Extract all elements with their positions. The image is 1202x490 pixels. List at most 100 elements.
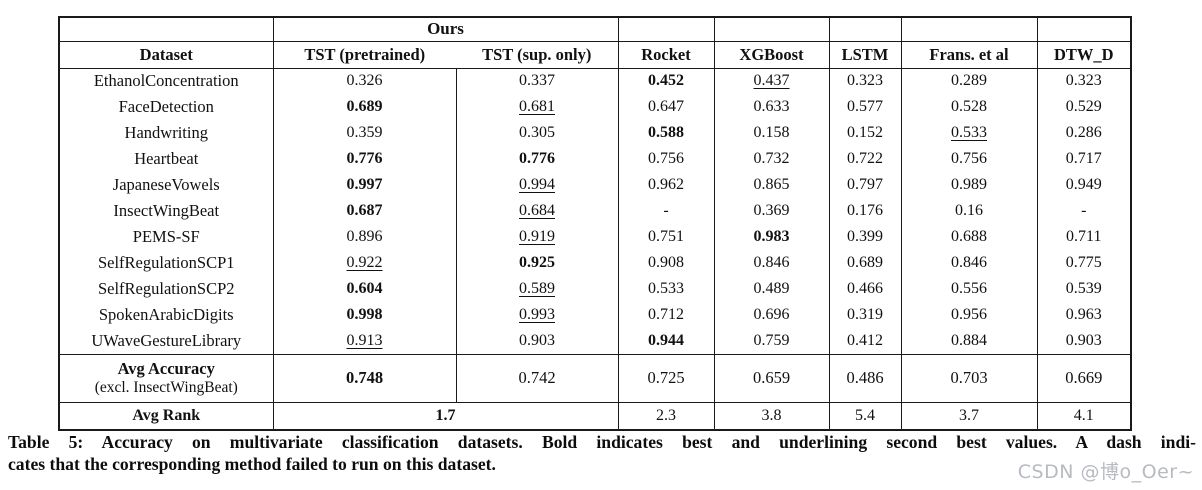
value-cell: 0.963	[1036, 302, 1132, 328]
value-cell: 0.684	[455, 198, 619, 224]
value-text: 0.949	[1065, 176, 1102, 193]
value-cell: 0.717	[1036, 146, 1132, 172]
value-text: 0.326	[346, 72, 383, 90]
value-cell: 4.1	[1036, 402, 1132, 430]
value-text: 0.533	[951, 124, 987, 141]
value-cell: 0.756	[617, 146, 715, 172]
value-cell: 0.176	[828, 198, 902, 224]
value-cell: 5.4	[828, 402, 902, 430]
value-cell: 0.688	[900, 224, 1038, 250]
value-text: 0.748	[345, 368, 384, 387]
value-cell: 0.604	[272, 276, 457, 302]
value-text: 0.776	[519, 150, 555, 167]
value-cell: 0.533	[617, 276, 715, 302]
value-text: 0.994	[519, 176, 555, 193]
value-cell: 0.908	[617, 250, 715, 276]
value-text: 0.703	[950, 368, 988, 387]
value-cell: 0.577	[828, 94, 902, 120]
column-header-tst-sup-only: TST (sup. only)	[456, 41, 619, 69]
value-cell: 0.742	[455, 353, 619, 403]
value-cell: 0.776	[272, 146, 457, 172]
ours-group-header: Ours	[272, 17, 619, 42]
value-cell: 0.997	[272, 172, 457, 198]
avg-accuracy-label-line1: Avg Accuracy	[117, 359, 215, 378]
value-text: 0.158	[753, 124, 790, 141]
value-text: 0.919	[519, 228, 555, 245]
value-text: 0.323	[1065, 72, 1102, 90]
value-text: 0.846	[951, 254, 987, 271]
value-cell: 0.759	[713, 328, 830, 354]
csdn-watermark: CSDN @博o_Oer~	[1017, 461, 1194, 483]
table-row: InsectWingBeat 0.687 0.684 - 0.369 0.176 0.16 -	[58, 198, 1132, 224]
value-cell: 0.486	[828, 353, 902, 403]
value-cell: 0.712	[617, 302, 715, 328]
value-text: 0.684	[519, 202, 555, 219]
value-cell: 0.669	[1036, 353, 1132, 403]
value-cell: 0.776	[455, 146, 619, 172]
value-text: 0.797	[847, 176, 883, 193]
value-text: 0.908	[648, 254, 684, 271]
value-text: 0.732	[753, 150, 790, 167]
value-text: 0.689	[346, 98, 383, 115]
value-cell: 0.956	[900, 302, 1038, 328]
value-cell: 0.326	[272, 68, 457, 94]
value-text: 0.399	[847, 228, 883, 245]
value-text: 0.687	[346, 202, 383, 219]
value-cell: 0.466	[828, 276, 902, 302]
table-row: UWaveGestureLibrary 0.913 0.903 0.944 0.759 0…	[58, 328, 1132, 354]
value-cell: 0.711	[1036, 224, 1132, 250]
value-text: 0.993	[519, 306, 555, 323]
value-text: 0.775	[1065, 254, 1102, 271]
value-cell: 0.797	[828, 172, 902, 198]
value-cell: 0.944	[617, 328, 715, 354]
value-text: 0.922	[346, 254, 383, 271]
column-header-row: Dataset TST (pretrained) TST (sup. only)…	[58, 41, 1132, 69]
value-cell: 0.399	[828, 224, 902, 250]
value-cell: 0.962	[617, 172, 715, 198]
value-text: 0.989	[951, 176, 987, 193]
value-text: 5.4	[855, 406, 875, 424]
table-row: Handwriting 0.359 0.305 0.588 0.158 0.152 0.53…	[58, 120, 1132, 146]
value-text: 0.925	[519, 254, 555, 271]
value-text: 0.884	[951, 331, 987, 349]
table-row: Heartbeat 0.776 0.776 0.756 0.732 0.722 0.756 0…	[58, 146, 1132, 172]
value-text: 0.289	[951, 72, 987, 90]
dataset-name: UWaveGestureLibrary	[58, 328, 274, 354]
value-text: 0.539	[1065, 280, 1102, 297]
table-header: Ours Dataset TST (pretrained) TST (sup. …	[58, 17, 1132, 69]
value-cell: 0.452	[617, 68, 715, 94]
value-cell: -	[617, 198, 715, 224]
value-text: 0.725	[647, 368, 685, 387]
value-cell: 0.913	[272, 328, 457, 354]
value-cell: 0.751	[617, 224, 715, 250]
value-cell: 0.633	[713, 94, 830, 120]
value-cell: 0.689	[828, 250, 902, 276]
value-cell: 0.289	[900, 68, 1038, 94]
value-cell: 0.152	[828, 120, 902, 146]
value-text: 0.998	[346, 306, 383, 323]
value-cell: 0.529	[1036, 94, 1132, 120]
value-cell: 0.412	[828, 328, 902, 354]
value-cell: 0.903	[455, 328, 619, 354]
value-cell: 0.983	[713, 224, 830, 250]
value-cell: 0.989	[900, 172, 1038, 198]
value-text: 0.756	[648, 150, 684, 167]
value-text: -	[663, 202, 669, 219]
value-cell: 0.369	[713, 198, 830, 224]
value-cell: 0.359	[272, 120, 457, 146]
value-text: 1.7	[435, 406, 456, 424]
value-cell: 0.846	[900, 250, 1038, 276]
avg-accuracy-row: Avg Accuracy (excl. InsectWingBeat) 0.748 0…	[58, 353, 1132, 403]
value-cell: 0.925	[455, 250, 619, 276]
value-cell: 0.319	[828, 302, 902, 328]
value-cell: 0.884	[900, 328, 1038, 354]
value-cell: -	[1036, 198, 1132, 224]
value-text: 0.556	[951, 280, 987, 297]
value-cell: 0.696	[713, 302, 830, 328]
value-cell: 0.158	[713, 120, 830, 146]
avg-rank-row: Avg Rank 1.7 2.3 3.8 5.4 3.7 4.1	[58, 402, 1132, 430]
column-header-dataset: Dataset	[58, 41, 274, 69]
value-text: 0.997	[346, 176, 383, 193]
table-row: EthanolConcentration 0.326 0.337 0.452 0.437…	[58, 68, 1132, 94]
